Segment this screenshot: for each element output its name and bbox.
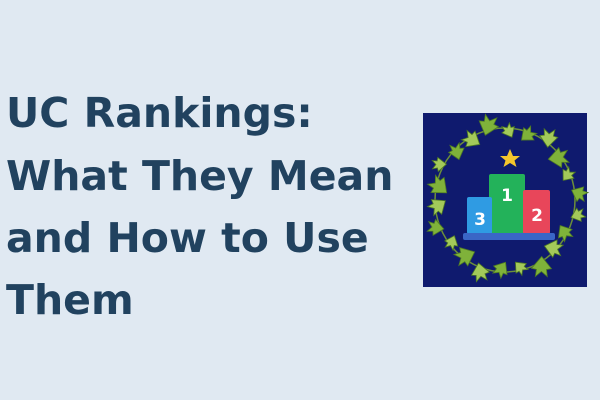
ivy-leaf [478, 113, 500, 136]
ivy-leaf [452, 247, 476, 267]
ivy-leaf [514, 261, 530, 277]
ivy-leaf [557, 224, 574, 243]
ivy-leaf [570, 207, 587, 222]
ivy-leaf [520, 125, 538, 141]
ivy-wreath [426, 113, 590, 283]
ivy-leaf [470, 262, 491, 283]
ivy-leaf [547, 146, 570, 169]
ivy-leaf [447, 141, 465, 161]
ivy-leaf [431, 156, 448, 173]
ivy-leaf [491, 261, 508, 280]
ivy-leaf [426, 174, 448, 194]
podium-number: 1 [501, 186, 513, 206]
podium-second [523, 190, 550, 234]
ivy-leaf [500, 121, 515, 138]
ivy-leaf [543, 239, 565, 259]
ivy-leaf [426, 199, 446, 217]
podium-number: 2 [531, 206, 543, 226]
ivy-leaf [539, 127, 559, 148]
ivy-leaf [426, 218, 445, 237]
podium-first [489, 174, 525, 234]
ivy-leaf [460, 129, 481, 148]
star [500, 149, 520, 167]
ivy-leaf [571, 186, 590, 203]
podium-third [467, 197, 492, 234]
headline-line: and How to Use [6, 214, 369, 262]
headline-line: What They Mean [6, 152, 393, 200]
podium-number: 3 [474, 210, 486, 230]
ivy-leaf [530, 255, 553, 278]
ivy-leaf [562, 165, 577, 181]
headline-line: UC Rankings: [6, 89, 313, 137]
headline: UC Rankings: What They Mean and How to U… [6, 89, 393, 324]
ivy-leaf [444, 235, 459, 252]
podium-base [463, 233, 555, 240]
headline-line: Them [6, 276, 134, 324]
podium-icon: 1 2 3 [423, 113, 590, 287]
